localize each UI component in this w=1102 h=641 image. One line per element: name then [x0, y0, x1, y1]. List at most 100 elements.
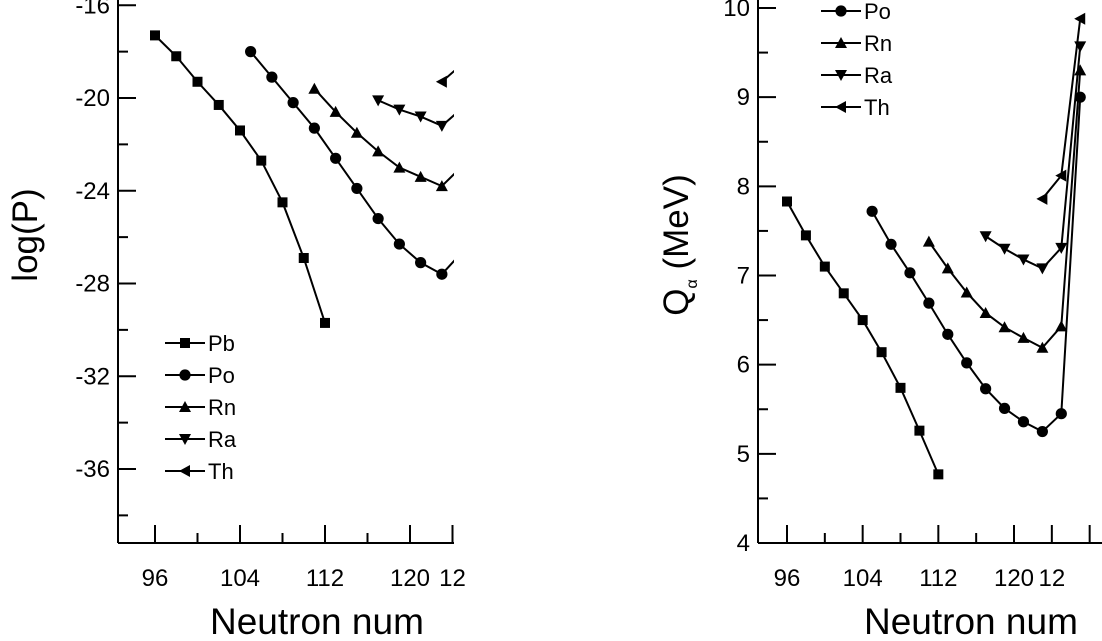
legend-label: Th	[864, 95, 890, 120]
series-rn-point	[350, 126, 363, 138]
y-tick-label: 9	[737, 84, 750, 111]
legend-marker	[835, 101, 846, 113]
series-ra-point	[457, 102, 469, 113]
series-ra-point	[1036, 263, 1049, 275]
y-axis-label-subscript: α	[684, 279, 701, 288]
series-pb-point	[213, 99, 224, 110]
series-ra-point	[393, 104, 406, 116]
y-tick-label: -28	[75, 271, 110, 298]
y-axis-label: Qα (MeV)	[657, 174, 701, 315]
y-tick-label: 4	[737, 530, 750, 557]
series-po-point	[436, 268, 448, 280]
legend-item-po: Po	[165, 363, 235, 388]
series-ra-point	[1055, 242, 1068, 254]
legend-label: Th	[208, 459, 234, 484]
series-rn-point	[308, 82, 321, 94]
chart-panel-1: 96 104 112 120 12 -16 -20 -24 -28 -32 -36 Neutron n…	[6, 0, 490, 641]
series-po-point	[1055, 408, 1067, 420]
series-rn-point	[1055, 320, 1068, 332]
legend-label: Rn	[208, 395, 236, 420]
x-tick-label: 104	[220, 565, 260, 592]
legend-item-pb: Pb	[165, 331, 235, 356]
legend-label: Pb	[208, 331, 235, 356]
series-po-point	[372, 212, 384, 225]
series-pb-point	[857, 315, 868, 326]
series-po-line	[249, 50, 454, 276]
series-rn-point	[979, 306, 992, 318]
series-po-point	[393, 238, 405, 250]
series-pb-point	[256, 155, 267, 166]
y-tick-label: -20	[75, 85, 110, 112]
series-po-point	[415, 257, 427, 269]
series-rn-point	[1036, 341, 1049, 353]
legend-item-th: Th	[821, 95, 890, 120]
series-rn-point	[457, 159, 469, 170]
series-po-point	[904, 267, 916, 279]
series-po-point	[458, 245, 469, 256]
legend-label: Rn	[864, 31, 892, 56]
x-tick-label: 12	[439, 565, 466, 592]
legend-item-ra: Ra	[165, 427, 237, 452]
series-ra-point	[372, 95, 385, 107]
legend-label: Ra	[208, 427, 237, 452]
legend-item-th: Th	[165, 459, 234, 484]
series-po-point	[245, 46, 257, 58]
legend-marker	[835, 5, 847, 17]
series-th-point	[478, 0, 489, 11]
series-th-line	[441, 69, 454, 83]
y-tick-label: 10	[723, 0, 750, 22]
series-po-point	[330, 152, 342, 164]
series-pb-line	[154, 34, 326, 324]
y-tick-label: 6	[737, 352, 750, 379]
series-ra-line	[985, 46, 1082, 270]
x-tick-label: 112	[306, 565, 344, 592]
legend-marker	[180, 338, 190, 348]
series-po-point	[885, 238, 897, 250]
series-ra-point	[1017, 254, 1030, 266]
series-po-point	[942, 328, 954, 340]
series-th-point	[1055, 169, 1067, 182]
legend-marker	[179, 369, 191, 381]
series-po-point	[866, 205, 878, 217]
x-tick-label: 104	[843, 565, 883, 592]
series-po-point	[980, 383, 992, 395]
x-tick-label: 12	[1038, 565, 1065, 592]
legend-item-rn: Rn	[821, 31, 892, 56]
series-po-line	[871, 97, 1082, 433]
series-pb-point	[298, 252, 309, 263]
y-tick-label: 5	[737, 441, 750, 468]
legend-marker	[179, 434, 191, 445]
series-ra-point	[478, 0, 490, 11]
series-ra-point	[435, 120, 448, 132]
legend-marker	[179, 465, 190, 477]
series-th-point	[457, 57, 468, 69]
plot-area	[150, 0, 490, 328]
series-pb-point	[782, 196, 792, 207]
series-po-point	[287, 97, 299, 109]
series-po-point	[923, 297, 935, 309]
x-tick-label: 96	[142, 565, 169, 592]
legend-label: Ra	[864, 63, 893, 88]
series-ra-point	[414, 111, 427, 123]
legend-item-po: Po	[821, 0, 891, 24]
series-po-point	[1036, 425, 1048, 438]
x-tick-label: 120	[390, 565, 430, 592]
plot-area	[782, 12, 1087, 480]
series-rn-point	[435, 180, 448, 192]
series-th-point	[435, 75, 447, 88]
series-rn-point	[922, 235, 935, 247]
legend-marker	[835, 37, 847, 48]
series-po-point	[479, 0, 490, 11]
x-tick-label: 96	[774, 565, 801, 592]
legend-marker	[835, 70, 847, 81]
y-axis-label-unit: (MeV)	[657, 174, 696, 279]
y-tick-label: -24	[75, 178, 110, 205]
series-pb-point	[800, 230, 811, 241]
series-po-point	[266, 71, 278, 83]
x-tick-label: 120	[994, 565, 1034, 592]
y-axis-label: log(P)	[6, 188, 45, 281]
y-tick-label: 8	[737, 173, 750, 200]
series-po-point	[1017, 416, 1030, 428]
legend-label: Po	[208, 363, 235, 388]
series-pb-point	[895, 382, 906, 393]
